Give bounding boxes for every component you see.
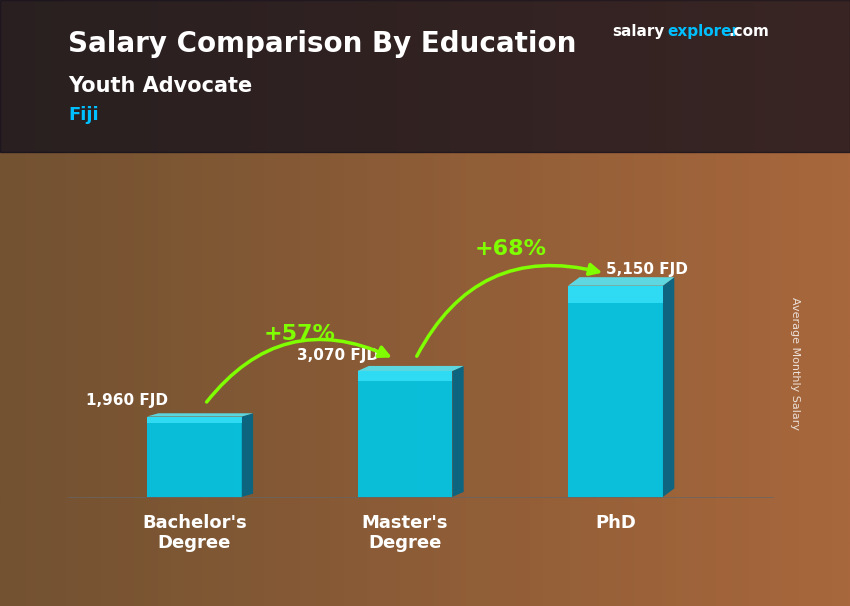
Polygon shape <box>663 277 674 497</box>
Text: 3,070 FJD: 3,070 FJD <box>297 348 378 363</box>
Polygon shape <box>241 413 253 497</box>
Text: Fiji: Fiji <box>68 106 99 124</box>
Text: Salary Comparison By Education: Salary Comparison By Education <box>68 30 576 58</box>
Text: 1,960 FJD: 1,960 FJD <box>86 393 168 408</box>
Polygon shape <box>568 277 674 285</box>
Text: Youth Advocate: Youth Advocate <box>68 76 252 96</box>
Polygon shape <box>358 366 464 371</box>
Text: salary: salary <box>612 24 665 39</box>
Bar <box>147 416 241 423</box>
Bar <box>568 285 663 302</box>
Bar <box>0 0 850 152</box>
Text: +68%: +68% <box>474 239 547 259</box>
Polygon shape <box>452 366 464 497</box>
Bar <box>568 285 663 497</box>
Text: .com: .com <box>728 24 769 39</box>
Bar <box>358 371 452 497</box>
Polygon shape <box>147 413 253 416</box>
Bar <box>358 371 452 381</box>
Text: +57%: +57% <box>264 324 336 344</box>
Text: explorer: explorer <box>667 24 740 39</box>
Text: Average Monthly Salary: Average Monthly Salary <box>790 297 800 430</box>
Text: 5,150 FJD: 5,150 FJD <box>606 262 688 278</box>
Bar <box>147 416 241 497</box>
